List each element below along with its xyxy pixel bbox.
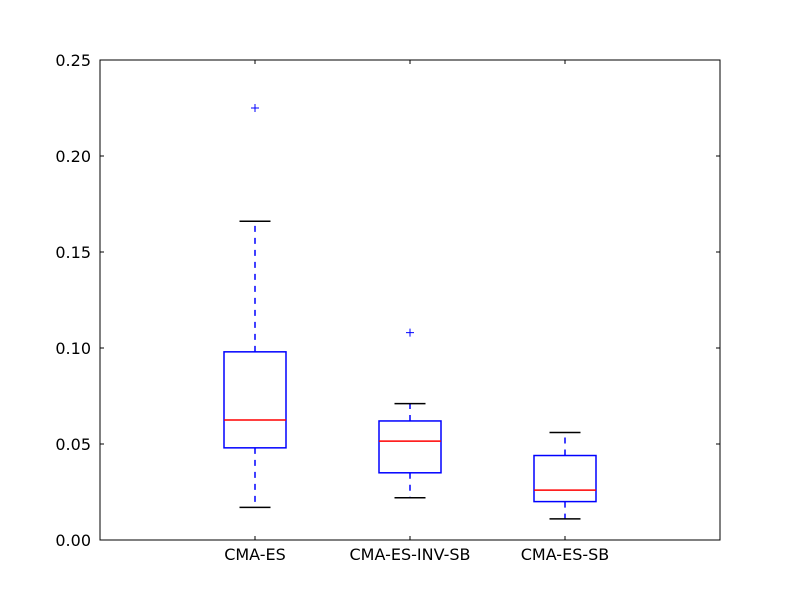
- axis-ticks: [100, 59, 720, 541]
- outlier-marker: [251, 104, 259, 112]
- plot-area: [223, 104, 597, 520]
- y-tick-label: 0.05: [55, 435, 91, 454]
- box-iqr: [378, 420, 442, 474]
- box-3: [533, 431, 597, 520]
- y-tick-label: 0.25: [55, 51, 91, 70]
- y-tick-label: 0.20: [55, 147, 91, 166]
- x-tick-label: CMA-ES-SB: [521, 545, 610, 564]
- box-1: [223, 104, 287, 509]
- box-2: [378, 328, 442, 499]
- box-iqr: [533, 454, 597, 503]
- y-tick-label: 0.00: [55, 531, 91, 550]
- tick-labels: 0.00 0.05 0.10 0.15 0.20 0.25 CMA-ES CMA-ES-INV…: [55, 51, 609, 564]
- box-iqr: [223, 351, 287, 449]
- y-tick-label: 0.15: [55, 243, 91, 262]
- x-tick-label: CMA-ES: [224, 545, 286, 564]
- x-tick-label: CMA-ES-INV-SB: [350, 545, 471, 564]
- outlier-marker: [406, 328, 414, 337]
- y-tick-label: 0.10: [55, 339, 91, 358]
